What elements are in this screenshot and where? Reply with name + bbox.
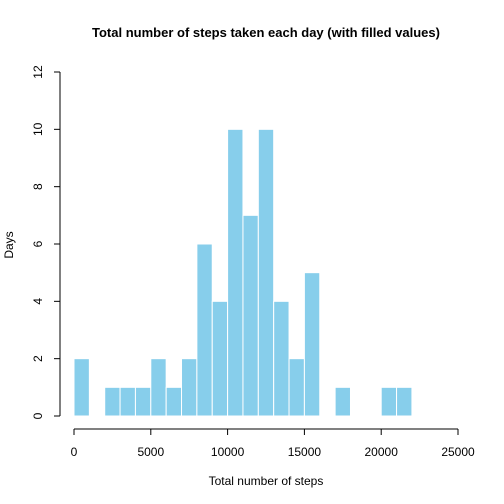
histogram-bar [150, 358, 167, 417]
y-tick-label: 12 [31, 65, 45, 79]
histogram-bar [227, 128, 244, 417]
y-tick-label: 6 [31, 240, 45, 247]
x-tick-label: 0 [71, 445, 78, 459]
histogram-bar [104, 386, 121, 417]
y-tick-label: 10 [31, 122, 45, 136]
y-tick-label: 8 [31, 183, 45, 190]
bars-group [73, 128, 413, 417]
histogram-bar [119, 386, 136, 417]
x-tick-label: 10000 [211, 445, 245, 459]
x-axis: 0 5000 10000 15000 20000 25000 [71, 428, 475, 459]
histogram-bar [181, 358, 198, 417]
histogram-bar [134, 386, 152, 417]
histogram-bar [380, 386, 398, 417]
histogram-bar [288, 358, 305, 417]
histogram-bar [273, 300, 290, 417]
x-tick-label: 5000 [137, 445, 164, 459]
histogram-bar [165, 386, 183, 417]
y-tick-label: 2 [31, 355, 45, 362]
histogram-bar [396, 386, 413, 417]
y-axis-label: Days [2, 231, 16, 258]
x-axis-label: Total number of steps [209, 474, 324, 488]
y-axis: 0 2 4 6 8 10 12 [31, 65, 61, 419]
y-tick-label: 0 [31, 412, 45, 419]
histogram-bar [242, 214, 259, 417]
chart-title: Total number of steps taken each day (wi… [92, 25, 440, 40]
histogram-bar [257, 128, 275, 417]
x-tick-label: 20000 [365, 445, 399, 459]
x-tick-label: 15000 [288, 445, 322, 459]
histogram-bar [196, 243, 213, 417]
histogram-bar [211, 300, 229, 417]
x-tick-label: 25000 [441, 445, 475, 459]
histogram-bar [303, 272, 321, 417]
histogram-bar [334, 386, 351, 417]
y-tick-label: 4 [31, 298, 45, 305]
histogram-bar [73, 358, 90, 417]
